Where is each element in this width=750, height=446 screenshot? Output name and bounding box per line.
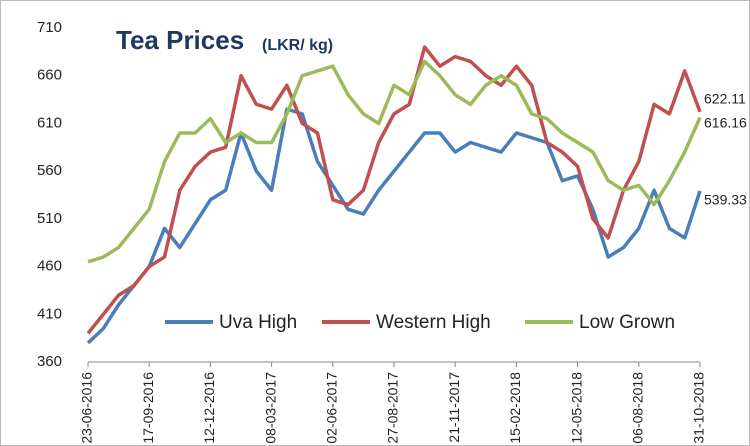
x-tick-label: 17-09-2016 — [140, 372, 156, 444]
y-tick-label: 410 — [37, 305, 62, 322]
legend-label: Western High — [376, 312, 491, 333]
x-tick-label: 02-06-2017 — [324, 372, 340, 444]
x-tick-label: 27-08-2017 — [385, 372, 401, 444]
y-tick-label: 510 — [37, 210, 62, 227]
end-label: 616.16 — [704, 114, 747, 130]
chart-subtitle: (LKR/ kg) — [262, 37, 333, 54]
series-line — [86, 45, 702, 335]
y-tick-label: 460 — [37, 258, 62, 275]
end-label: 622.11 — [704, 91, 746, 107]
legend-label: Low Grown — [579, 312, 675, 333]
y-tick-label: 360 — [37, 353, 62, 370]
x-tick-label: 06-08-2018 — [630, 372, 646, 444]
x-tick-label: 23-06-2016 — [79, 372, 95, 444]
end-label: 539.33 — [704, 192, 747, 208]
x-tick-label: 31-10-2018 — [691, 372, 707, 444]
y-tick-label: 560 — [37, 162, 62, 179]
x-tick-label: 21-11-2017 — [446, 372, 462, 443]
y-tick-label: 710 — [37, 19, 62, 36]
legend-label: Uva High — [219, 312, 297, 333]
x-tick-label: 08-03-2017 — [262, 372, 278, 444]
x-tick-label: 12-12-2016 — [201, 372, 217, 444]
series-line — [87, 59, 702, 264]
y-tick-label: 660 — [37, 67, 62, 84]
chart-title: Tea Prices — [116, 25, 244, 55]
x-tick-label: 12-05-2018 — [568, 372, 584, 444]
x-tick-label: 15-02-2018 — [507, 372, 523, 444]
y-tick-label: 610 — [37, 114, 62, 131]
